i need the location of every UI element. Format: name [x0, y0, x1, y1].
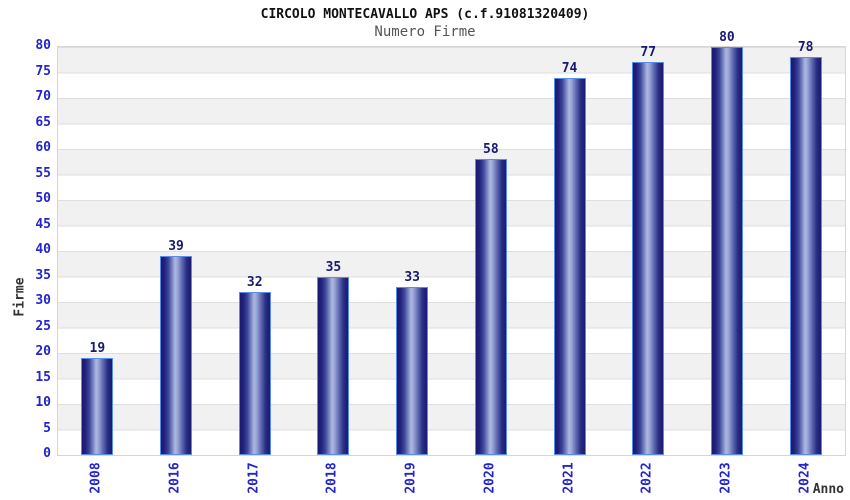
- y-tick-label: 30: [35, 293, 51, 308]
- bar-value-label: 35: [325, 259, 342, 275]
- bar-value-label: 33: [404, 269, 420, 285]
- y-tick-label: 10: [35, 395, 51, 410]
- x-tick-label: 2018: [324, 462, 340, 494]
- x-tick-label: 2008: [88, 462, 104, 494]
- bar: [317, 276, 350, 455]
- bar: [632, 62, 665, 455]
- y-tick-label: 40: [35, 242, 51, 257]
- bar-value-label: 58: [483, 142, 499, 158]
- bar-value-label: 39: [168, 239, 184, 255]
- chart-title: CIRCOLO MONTECAVALLO APS (c.f.9108132040…: [260, 7, 590, 22]
- bar-value-label: 74: [561, 60, 578, 76]
- x-axis-title: Anno: [812, 482, 844, 497]
- bar-value-label: 19: [89, 341, 106, 357]
- bar-value-label: 78: [797, 40, 814, 56]
- y-tick-label: 45: [35, 216, 51, 232]
- bar-value-label: 80: [719, 30, 735, 45]
- y-tick-label: 35: [35, 267, 51, 283]
- y-tick-label: 50: [35, 191, 51, 206]
- chart-subtitle: Numero Firme: [374, 24, 476, 40]
- bar-value-label: 77: [640, 45, 657, 61]
- bar: [789, 57, 822, 455]
- x-tick-label: 2024: [797, 462, 813, 494]
- y-tick-label: 15: [35, 369, 51, 385]
- plot-area: Firme 19 39 32 35 33 58 74 77 80 78: [13, 30, 846, 456]
- bar: [710, 47, 743, 455]
- y-tick-label: 80: [35, 38, 51, 53]
- y-tick-label: 20: [35, 344, 51, 359]
- y-tick-label: 55: [35, 165, 51, 181]
- y-tick-label: 60: [35, 140, 51, 155]
- y-tick-label: 65: [35, 114, 51, 130]
- x-tick-label: 2016: [167, 462, 183, 494]
- bar: [396, 286, 429, 455]
- bar: [474, 159, 507, 455]
- y-tick-label: 0: [43, 446, 51, 461]
- x-tick-label: 2019: [403, 462, 419, 494]
- y-tick-label: 75: [35, 63, 51, 79]
- bar: [81, 358, 114, 455]
- y-tick-label: 5: [43, 420, 51, 436]
- x-tick-label: 2021: [561, 462, 577, 494]
- bar: [238, 291, 271, 455]
- x-tick-label: 2017: [246, 462, 262, 494]
- y-tick-label: 70: [35, 89, 51, 104]
- bar: [160, 256, 193, 455]
- x-tick-label: 2023: [718, 462, 734, 494]
- x-tick-label: 2020: [482, 462, 498, 494]
- bar: [553, 77, 586, 455]
- bar-value-label: 32: [246, 274, 263, 290]
- x-tick-label: 2022: [639, 462, 655, 494]
- y-tick-label: 25: [35, 318, 51, 334]
